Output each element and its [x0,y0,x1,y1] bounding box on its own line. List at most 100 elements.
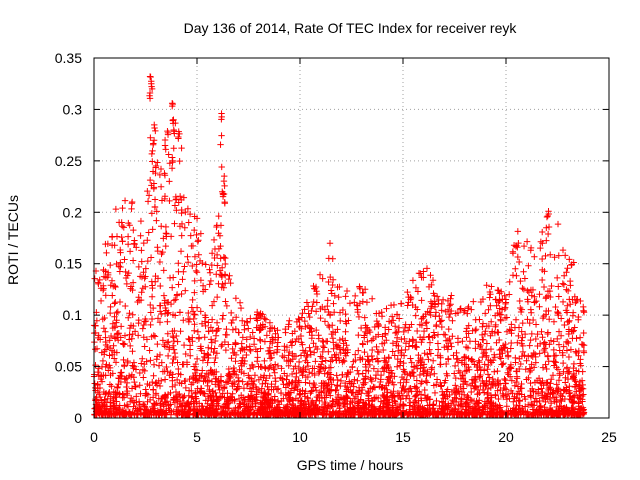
data-point [463,380,471,388]
data-point [548,411,555,419]
data-point [471,361,478,368]
data-point [407,294,415,302]
data-point [163,363,170,371]
data-point [319,411,327,418]
data-point [296,391,303,399]
data-point [261,338,269,345]
data-point [146,95,154,102]
data-point [347,397,354,405]
data-point [287,339,295,346]
data-point [482,328,489,335]
data-point [161,393,168,401]
data-point [397,379,404,386]
data-point [146,382,153,389]
data-point [109,370,116,377]
data-point [494,367,501,375]
data-point [408,388,415,395]
data-point [539,334,546,341]
data-point [141,367,148,375]
data-point [520,242,528,250]
data-point [439,388,446,395]
data-point [387,389,395,397]
data-point [283,376,290,383]
data-point [123,390,131,397]
data-point [532,321,540,328]
data-point [351,376,358,383]
data-point [542,398,549,406]
data-point [319,337,326,345]
data-point [301,405,308,412]
data-point [519,334,526,341]
data-point [575,352,582,359]
data-point [374,357,382,365]
data-point [178,290,185,298]
data-point [386,411,393,419]
data-point [324,302,331,310]
data-point [250,341,258,348]
data-point [120,356,127,364]
data-point [318,403,326,411]
data-point [104,411,112,418]
data-point [575,368,582,375]
data-point [113,331,121,338]
data-point [174,338,181,345]
data-point [558,397,565,405]
data-point [106,337,113,344]
data-point [107,303,114,311]
data-point [227,279,234,287]
data-point [564,302,571,309]
data-point [98,378,106,385]
data-point [160,401,167,408]
data-point [385,399,393,406]
data-point [501,344,508,352]
data-point [207,366,215,374]
data-point [344,400,351,408]
data-point [218,341,226,348]
data-point [210,298,218,305]
data-point [180,194,188,201]
data-point [566,277,574,285]
data-point [488,318,495,325]
data-point [283,403,291,410]
data-point [207,392,214,399]
data-point [560,281,568,288]
data-point [268,380,275,388]
data-point [317,361,325,368]
data-point [306,313,313,321]
data-point [147,73,154,81]
data-point [580,391,587,398]
data-point [492,321,499,329]
data-point [431,301,439,308]
data-point [417,270,424,277]
data-point [536,397,543,405]
data-point [428,366,435,373]
data-point [138,247,145,254]
data-point [529,353,536,361]
data-point [564,318,571,326]
data-point [565,353,573,361]
data-point [524,296,531,303]
data-point [424,402,431,409]
data-point [378,312,386,320]
data-point [306,407,313,414]
data-point [161,376,169,383]
data-point [150,185,158,192]
data-point [545,384,552,392]
data-point [112,205,120,213]
data-point [326,240,334,247]
x-tick-label: 25 [601,429,617,445]
data-point [433,376,441,383]
data-point [121,332,129,339]
data-point [250,381,257,389]
data-point [113,384,121,392]
data-point [366,361,373,369]
data-point [186,346,194,353]
data-point [220,384,228,391]
data-point [236,299,244,306]
data-point [169,120,177,127]
data-point [196,257,204,265]
data-point [395,342,402,350]
data-point [495,336,503,344]
data-point [197,343,205,350]
data-point [170,145,177,152]
